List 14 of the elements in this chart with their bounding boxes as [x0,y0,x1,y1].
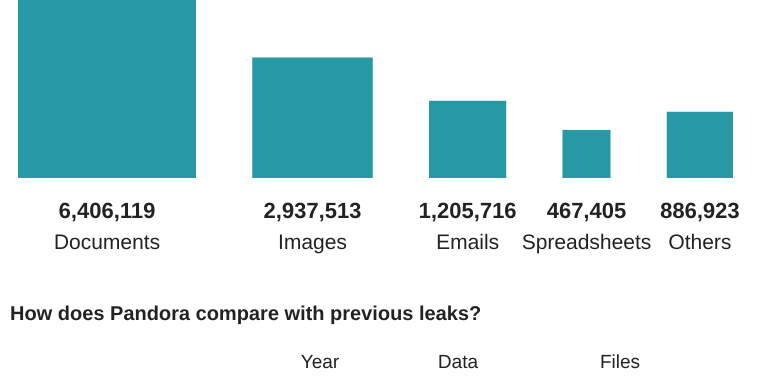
text: How does Pandora compare with previous leaks? [10,303,482,325]
data-label: 2,937,513 [264,198,362,223]
category-label: Spreadsheets [522,231,652,254]
text: Files [600,352,640,373]
data-label: 6,406,119 [58,198,156,223]
data-label: 886,923 [660,198,740,223]
category-label: Images [278,231,347,254]
category-label: Documents [54,231,160,254]
text: Data [438,352,478,373]
data-label: 467,405 [546,198,626,223]
text: Year [300,352,340,373]
category-label: Emails [436,231,500,254]
category-label: Others [668,231,732,254]
data-label: 1,205,716 [418,198,517,223]
